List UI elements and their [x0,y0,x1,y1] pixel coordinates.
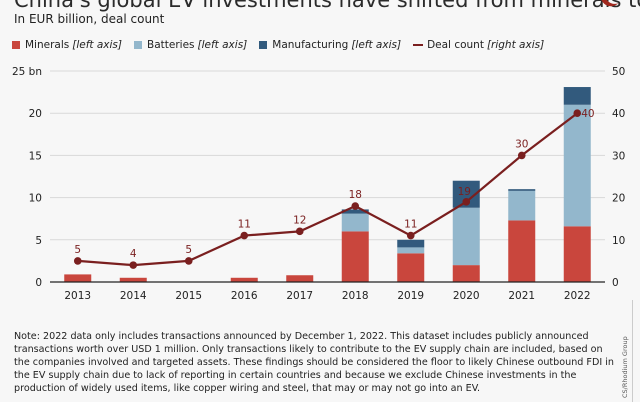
x-tick-label: 2017 [286,290,313,302]
legend-axis-note: [left axis] [197,39,248,51]
deal-count-label: 5 [185,244,192,256]
x-tick-label: 2022 [564,290,591,302]
chart-title: China's global EV investments have shift… [14,0,640,12]
right-tick-label: 30 [612,150,625,162]
bars [64,87,591,282]
legend-axis-note: [left axis] [351,39,402,51]
bar-batteries-2021 [508,190,536,221]
legend-label: Deal count [427,39,484,51]
legend-item-manufacturing: Manufacturing [left axis] [259,39,401,51]
bar-manufacturing-2019 [397,239,425,248]
bar-minerals-2014 [119,277,147,282]
legend-label: Batteries [147,39,195,51]
legend-axis-note: [right axis] [486,39,545,51]
legend-axis-note: [left axis] [72,39,122,51]
deal-count-point-2019 [406,231,415,240]
x-tick-label: 2021 [508,290,535,302]
legend-swatch-manufacturing [259,41,268,49]
deal-count-label: 18 [349,189,362,201]
right-tick-label: 10 [612,235,625,247]
deal-count-label: 19 [458,186,471,198]
bar-minerals-2020 [452,265,480,282]
bar-batteries-2019 [397,247,425,254]
legend-item-deal-count: Deal count [right axis] [413,39,544,51]
bar-minerals-2013 [64,274,92,282]
deal-count-label: 40 [581,108,594,120]
legend-swatch-batteries [134,41,142,49]
bar-batteries-2020 [452,207,480,266]
left-tick-label: 15 [29,150,42,162]
deal-count-point-2014 [129,261,138,269]
footnote: Note: 2022 data only includes transactio… [14,331,614,394]
bar-minerals-2016 [230,277,258,282]
right-tick-label: 0 [612,277,619,289]
legend: Minerals [left axis] Batteries [left axi… [12,39,556,51]
deal-count-label: 12 [293,214,306,226]
right-tick-label: 40 [612,108,625,120]
legend-item-batteries: Batteries [left axis] [134,39,247,51]
logo-icon [601,0,620,7]
deal-count-path [77,112,578,267]
left-tick-label: 25 bn [12,66,42,78]
bar-minerals-2019 [397,253,425,282]
source-credit: CS/Rhodium Group [621,336,629,398]
bar-batteries-2018 [341,213,369,232]
right-axis: 0 10 20 30 40 50 [612,66,625,289]
bar-minerals-2021 [508,220,536,282]
bar-minerals-2022 [563,226,591,282]
right-tick-label: 50 [612,66,625,78]
deal-count-point-2022 [573,109,582,117]
deal-count-label: 5 [74,244,81,256]
bar-manufacturing-2022 [563,87,591,105]
bar-manufacturing-2021 [508,189,536,191]
deal-count-point-2017 [295,227,304,236]
bar-manufacturing-2018 [341,209,369,214]
deal-count-point-2015 [184,257,193,265]
deal-count-labels: 5 4 5 11 12 18 11 19 30 40 [74,108,594,260]
deal-count-label: 11 [404,219,417,231]
deal-count-point-2016 [240,231,249,240]
x-tick-label: 2015 [175,290,202,302]
deal-count-point-2021 [517,151,526,160]
x-tick-label: 2018 [342,290,369,302]
left-tick-label: 10 [29,193,42,205]
x-tick-label: 2013 [64,290,91,302]
legend-label: Manufacturing [272,39,349,51]
deal-count-label: 11 [238,219,251,231]
bar-minerals-2018 [341,231,369,282]
x-tick-label: 2014 [120,290,147,302]
legend-swatch-deal-count [413,44,424,46]
x-axis: 2013 2014 2015 2016 2017 2018 2019 2020 2021 2022 [64,290,590,302]
x-tick-label: 2016 [231,290,258,302]
left-tick-label: 5 [35,235,42,247]
divider [632,300,633,402]
deal-count-label: 4 [130,248,137,260]
deal-count-label: 30 [515,138,528,150]
legend-label: Minerals [25,39,70,51]
bar-minerals-2017 [286,275,314,282]
deal-count-point-2020 [462,198,471,206]
deal-count-line [73,109,582,269]
x-tick-label: 2020 [453,290,480,302]
left-tick-label: 0 [35,277,42,289]
legend-swatch-minerals [12,41,20,49]
legend-item-minerals: Minerals [left axis] [12,39,122,51]
x-tick-label: 2019 [397,290,424,302]
bar-batteries-2022 [563,104,591,227]
deal-count-point-2013 [73,257,82,265]
deal-count-point-2018 [351,202,360,210]
right-tick-label: 20 [612,193,625,205]
left-axis: 0 5 10 15 20 25 bn [12,66,42,289]
left-tick-label: 20 [29,108,42,120]
chart-subtitle: In EUR billion, deal count [14,12,165,26]
